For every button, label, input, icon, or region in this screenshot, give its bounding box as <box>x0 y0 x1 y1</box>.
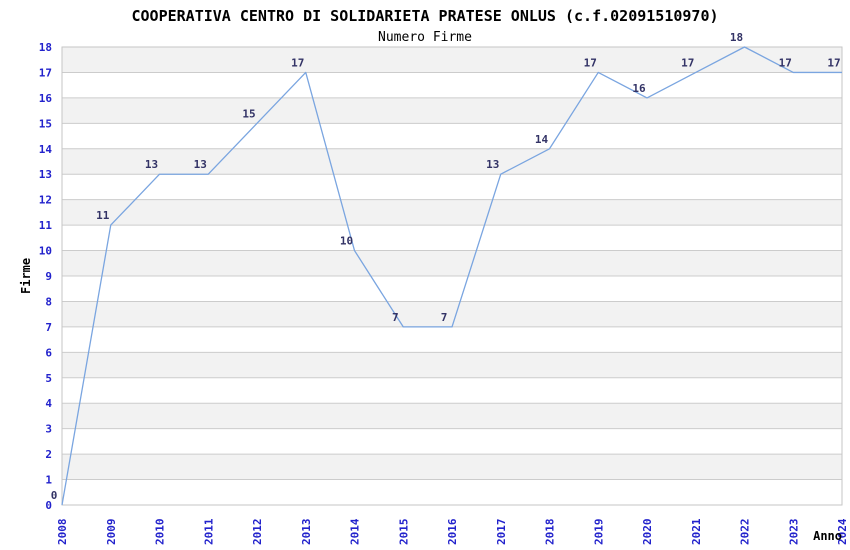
y-tick-label: 10 <box>39 245 52 258</box>
x-tick-label: 2008 <box>56 519 69 546</box>
plot-band <box>62 301 842 327</box>
point-label: 7 <box>392 311 399 324</box>
plot-band <box>62 454 842 480</box>
plot-band <box>62 199 842 226</box>
point-label: 10 <box>340 235 353 248</box>
x-tick-label: 2021 <box>690 518 703 545</box>
y-tick-label: 11 <box>39 219 53 232</box>
y-tick-label: 2 <box>45 448 52 461</box>
x-tick-label: 2018 <box>544 519 557 546</box>
y-tick-label: 13 <box>39 168 52 181</box>
y-axis-label: Firme <box>19 258 33 294</box>
point-label: 13 <box>486 158 499 171</box>
y-tick-label: 8 <box>45 295 52 308</box>
chart-subtitle: Numero Firme <box>378 30 472 45</box>
y-tick-label: 15 <box>39 117 52 130</box>
plot-band <box>62 47 842 73</box>
point-label: 7 <box>441 311 448 324</box>
x-tick-label: 2014 <box>349 518 362 545</box>
plot-band <box>62 97 842 124</box>
x-tick-label: 2024 <box>836 518 849 545</box>
point-label: 13 <box>145 158 158 171</box>
y-tick-label: 6 <box>45 346 52 359</box>
plot-band <box>62 148 842 175</box>
y-tick-label: 1 <box>45 474 52 487</box>
y-tick-label: 12 <box>39 194 52 207</box>
x-tick-label: 2011 <box>202 518 215 545</box>
y-tick-label: 7 <box>45 321 52 334</box>
plot-band <box>62 403 842 429</box>
x-tick-label: 2023 <box>787 519 800 546</box>
x-tick-label: 2019 <box>592 519 605 546</box>
point-label: 16 <box>632 82 646 95</box>
point-label: 17 <box>291 56 304 69</box>
x-tick-label: 2020 <box>641 519 654 546</box>
point-label: 17 <box>584 56 597 69</box>
chart-title: COOPERATIVA CENTRO DI SOLIDARIETA PRATES… <box>132 7 719 25</box>
data-line <box>61 46 842 506</box>
point-label: 17 <box>681 56 694 69</box>
plot-band <box>62 352 842 378</box>
y-tick-label: 0 <box>45 499 52 512</box>
point-label: 13 <box>194 158 207 171</box>
y-tick-label: 14 <box>39 143 53 156</box>
x-tick-label: 2015 <box>397 519 410 546</box>
x-axis-label: Anno <box>813 529 842 543</box>
plot-border <box>61 46 843 506</box>
x-tick-label: 2009 <box>105 519 118 546</box>
x-tick-label: 2017 <box>495 519 508 546</box>
point-label: 17 <box>827 56 840 69</box>
y-tick-label: 3 <box>45 423 52 436</box>
x-tick-label: 2010 <box>154 519 167 546</box>
point-label: 11 <box>96 209 110 222</box>
plot-band <box>62 250 842 276</box>
point-label: 0 <box>51 489 58 502</box>
y-tick-label: 4 <box>45 397 52 410</box>
x-tick-label: 2016 <box>446 518 459 545</box>
y-tick-label: 17 <box>39 66 52 79</box>
y-tick-label: 18 <box>39 41 52 54</box>
x-tick-label: 2012 <box>251 519 264 546</box>
y-tick-label: 9 <box>45 270 52 283</box>
point-label: 18 <box>730 31 743 44</box>
x-tick-label: 2013 <box>300 519 313 546</box>
y-tick-label: 5 <box>45 372 52 385</box>
point-label: 14 <box>535 133 549 146</box>
point-label: 17 <box>779 56 792 69</box>
point-label: 15 <box>242 107 255 120</box>
y-tick-label: 16 <box>39 92 53 105</box>
x-tick-label: 2022 <box>739 519 752 546</box>
